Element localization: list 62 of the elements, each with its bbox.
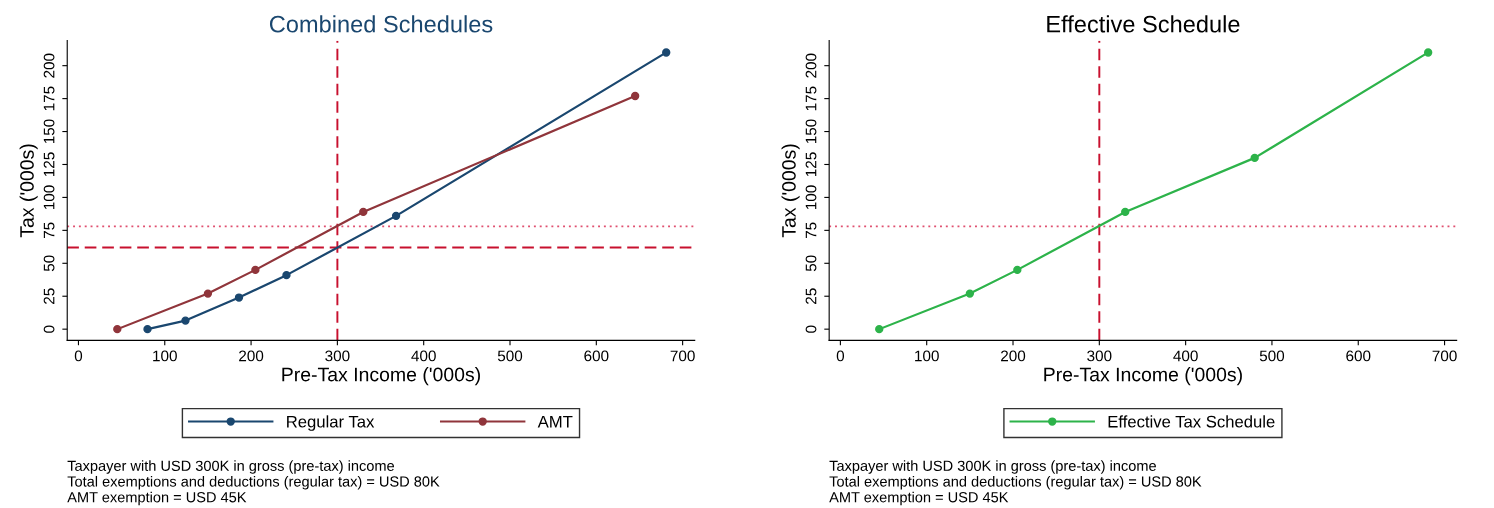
point	[203, 289, 213, 298]
x-tick-label: 300	[1087, 350, 1112, 362]
y-axis-title: Tax ('000s)	[781, 144, 800, 238]
y-tick-label: 175	[43, 86, 55, 111]
y-tick-label: 200	[43, 53, 55, 78]
point	[630, 91, 640, 101]
x-tick-label: 600	[584, 350, 609, 362]
y-tick-label: 100	[43, 185, 55, 209]
point	[181, 316, 190, 325]
point	[143, 324, 152, 334]
legend-label: AMT	[537, 415, 573, 428]
point	[359, 207, 368, 217]
x-tick-label: 100	[153, 350, 177, 362]
chart-title: Effective Schedule	[1047, 15, 1240, 33]
y-tick-label: 200	[805, 53, 817, 78]
point	[282, 270, 291, 280]
x-tick-label: 200	[239, 350, 264, 362]
x-tick-label: 300	[325, 350, 350, 362]
x-tick-label: 700	[1432, 350, 1457, 362]
x-tick-label: 400	[1173, 350, 1198, 362]
text: Taxpayer with USD 300K in gross (pre-tax) income Total exemptions and deductions (regular tax) = USD 80K AMT exemption = USD 45K	[829, 460, 1202, 506]
point	[1013, 265, 1022, 275]
point	[1423, 48, 1433, 57]
x-tick-label: 700	[670, 350, 695, 362]
x-tick-label: 100	[915, 350, 939, 362]
point	[113, 324, 122, 334]
x-tick-label: 500	[497, 350, 523, 362]
y-tick-label: 75	[805, 222, 817, 239]
text: Taxpayer with USD 300K in gross (pre-tax) income Total exemptions and deductions (regular tax) = USD 80K AMT exemption = USD 45K	[67, 460, 440, 506]
y-tick-label: 0	[805, 325, 817, 333]
y-tick-label: 150	[805, 119, 817, 144]
y-tick-label: 25	[805, 288, 817, 304]
y-tick-label: 25	[43, 288, 55, 304]
point	[1250, 153, 1259, 163]
point	[965, 289, 975, 298]
point	[1121, 207, 1130, 217]
y-tick-label: 125	[43, 152, 55, 177]
point	[391, 211, 401, 221]
y-tick-label: 125	[805, 152, 817, 177]
y-tick-label: 175	[805, 86, 817, 111]
legend-label: Regular Tax	[287, 415, 375, 431]
x-axis-title: Pre-Tax Income ('000s)	[282, 367, 480, 386]
x-tick-label: 0	[74, 350, 83, 362]
x-tick-label: 500	[1259, 350, 1285, 362]
x-tick-label: 0	[836, 350, 845, 362]
y-tick-label: 50	[805, 255, 817, 272]
x-axis-title: Pre-Tax Income ('000s)	[1044, 367, 1242, 386]
legend-label: Effective Tax Schedule	[1108, 415, 1275, 428]
x-tick-label: 200	[1001, 350, 1026, 362]
x-tick-label: 600	[1346, 350, 1371, 362]
point	[234, 293, 244, 302]
y-tick-label: 50	[43, 255, 55, 272]
y-tick-label: 150	[43, 119, 55, 144]
y-axis-title: Tax ('000s)	[19, 144, 38, 238]
x-tick-label: 400	[411, 350, 436, 362]
point	[875, 324, 884, 334]
chart-title: Combined Schedules	[269, 15, 493, 33]
y-tick-label: 75	[43, 222, 55, 239]
point	[251, 265, 260, 275]
y-tick-label: 100	[805, 185, 817, 209]
point	[662, 48, 671, 57]
y-tick-label: 0	[43, 325, 55, 333]
